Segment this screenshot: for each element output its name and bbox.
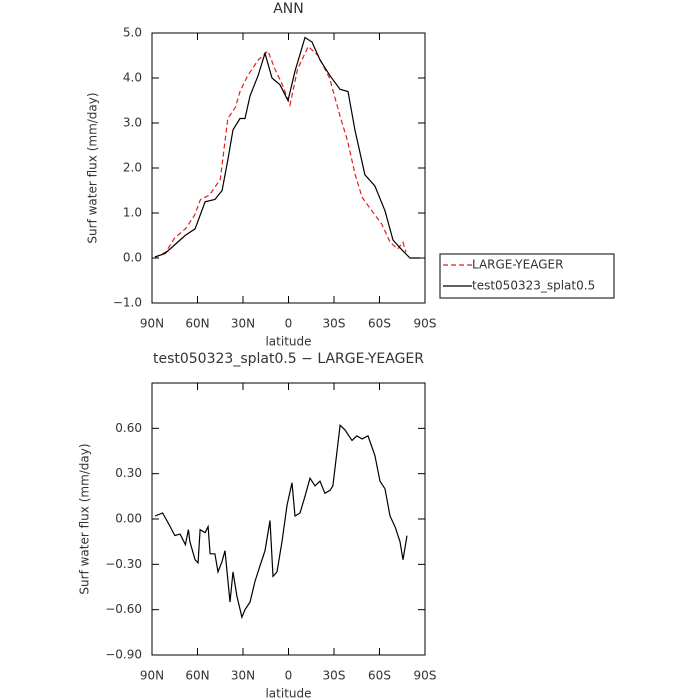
x-tick-label: 90S <box>414 669 437 683</box>
y-tick-label: 0.60 <box>115 421 142 435</box>
y-tick-label: 3.0 <box>123 116 142 130</box>
plot-frame <box>151 32 426 304</box>
y-tick-label: 2.0 <box>123 161 142 175</box>
x-tick-label: 60S <box>368 669 391 683</box>
x-tick-label: 30N <box>231 317 255 331</box>
y-tick-label: 0.30 <box>115 466 142 480</box>
y-tick-label: −0.90 <box>105 648 142 662</box>
y-tick-label: −0.60 <box>105 602 142 616</box>
y-tick-label: 0.00 <box>115 512 142 526</box>
x-tick-label: 90N <box>140 317 164 331</box>
x-axis-label: latitude <box>265 335 311 349</box>
y-tick-label: 5.0 <box>123 26 142 40</box>
x-tick-label: 60N <box>185 317 209 331</box>
legend-label: test050323_splat0.5 <box>472 279 595 293</box>
y-tick-label: −0.30 <box>105 557 142 571</box>
x-tick-label: 90N <box>140 669 164 683</box>
plot-frame <box>151 382 426 656</box>
x-tick-label: 30N <box>231 669 255 683</box>
x-axis-label: latitude <box>265 687 311 700</box>
legend-frame <box>439 253 615 299</box>
data-line <box>154 424 408 620</box>
y-tick-label: 1.0 <box>123 206 142 220</box>
y-tick-label: −1.0 <box>113 296 142 310</box>
y-tick-label: 4.0 <box>123 71 142 85</box>
chart-title: ANN <box>273 1 304 17</box>
data-line <box>154 36 420 259</box>
x-tick-label: 30S <box>323 317 346 331</box>
data-line <box>154 45 407 258</box>
y-tick-label: 0.0 <box>123 251 142 265</box>
x-tick-label: 60N <box>185 669 209 683</box>
x-tick-label: 60S <box>368 317 391 331</box>
x-tick-label: 0 <box>285 669 293 683</box>
y-axis-label: Surf water flux (mm/day) <box>86 92 100 243</box>
legend-label: LARGE-YEAGER <box>472 258 563 272</box>
x-tick-label: 0 <box>285 317 293 331</box>
x-tick-label: 30S <box>323 669 346 683</box>
x-tick-label: 90S <box>414 317 437 331</box>
y-axis-label: Surf water flux (mm/day) <box>78 443 92 594</box>
chart-title: test050323_splat0.5 − LARGE-YEAGER <box>153 351 424 367</box>
